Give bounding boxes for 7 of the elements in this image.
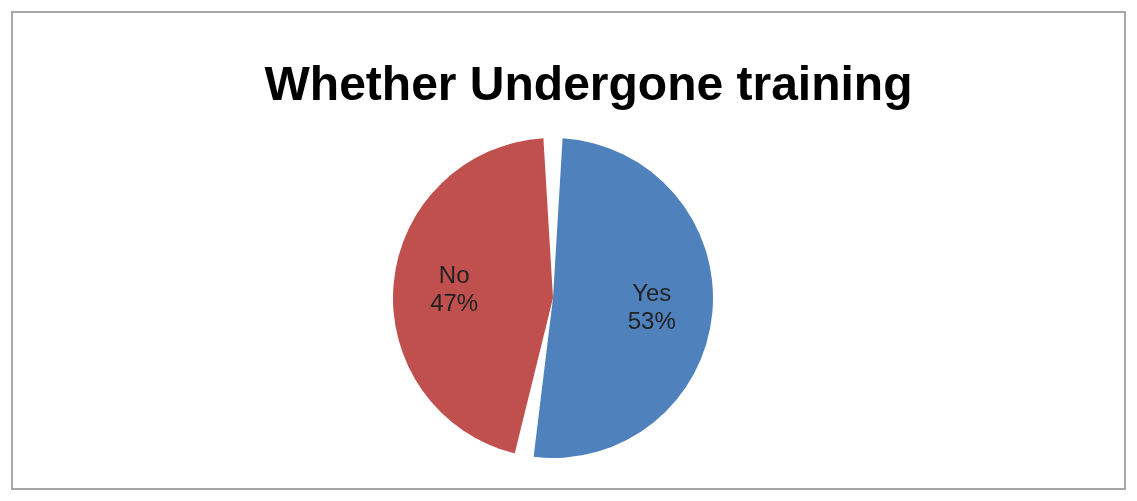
chart-title: Whether Undergone training <box>264 57 913 110</box>
slice-label: No <box>438 261 470 289</box>
pie-slice <box>533 138 713 458</box>
data-label: 53% <box>627 306 676 334</box>
data-label: 47% <box>430 289 479 317</box>
pie-slice <box>393 138 553 454</box>
slice-label: Yes <box>632 278 672 306</box>
